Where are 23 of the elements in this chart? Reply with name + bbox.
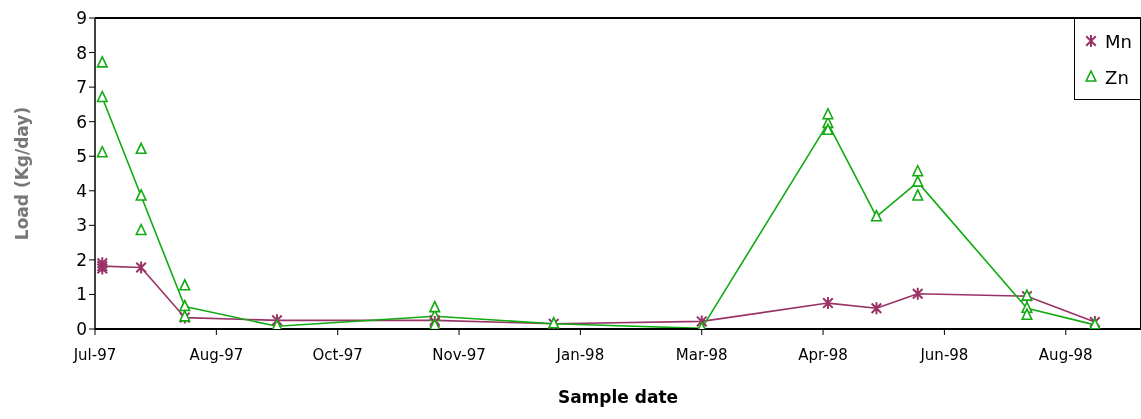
x-tick-label: Aug-97	[189, 345, 244, 364]
x-tick-label: Jun-98	[919, 345, 969, 364]
y-tick-label: 8	[76, 42, 87, 63]
x-tick-label: Aug-98	[1038, 345, 1093, 364]
y-tick-label: 3	[76, 215, 87, 236]
y-tick-label: 4	[76, 180, 87, 201]
x-tick-label: Apr-98	[798, 345, 848, 364]
y-tick-label: 9	[76, 8, 87, 29]
x-axis-title: Sample date	[557, 387, 679, 407]
x-tick-label: Mar-98	[675, 345, 728, 364]
y-axis-title: Load (Kg/day)	[12, 106, 33, 241]
y-tick-label: 5	[76, 146, 87, 167]
x-tick-label: Jan-98	[555, 345, 605, 364]
x-tick-label: Nov-97	[432, 345, 486, 364]
y-tick-label: 7	[76, 77, 87, 98]
x-tick-label: Oct-97	[312, 345, 363, 364]
y-tick-label: 6	[76, 111, 87, 132]
y-tick-label: 0	[76, 319, 87, 340]
y-tick-label: 1	[76, 284, 87, 305]
x-tick-label: Jul-97	[72, 345, 117, 364]
legend-label: Zn	[1105, 66, 1129, 88]
y-tick-label: 2	[76, 249, 87, 270]
legend-label: Mn	[1105, 30, 1132, 52]
